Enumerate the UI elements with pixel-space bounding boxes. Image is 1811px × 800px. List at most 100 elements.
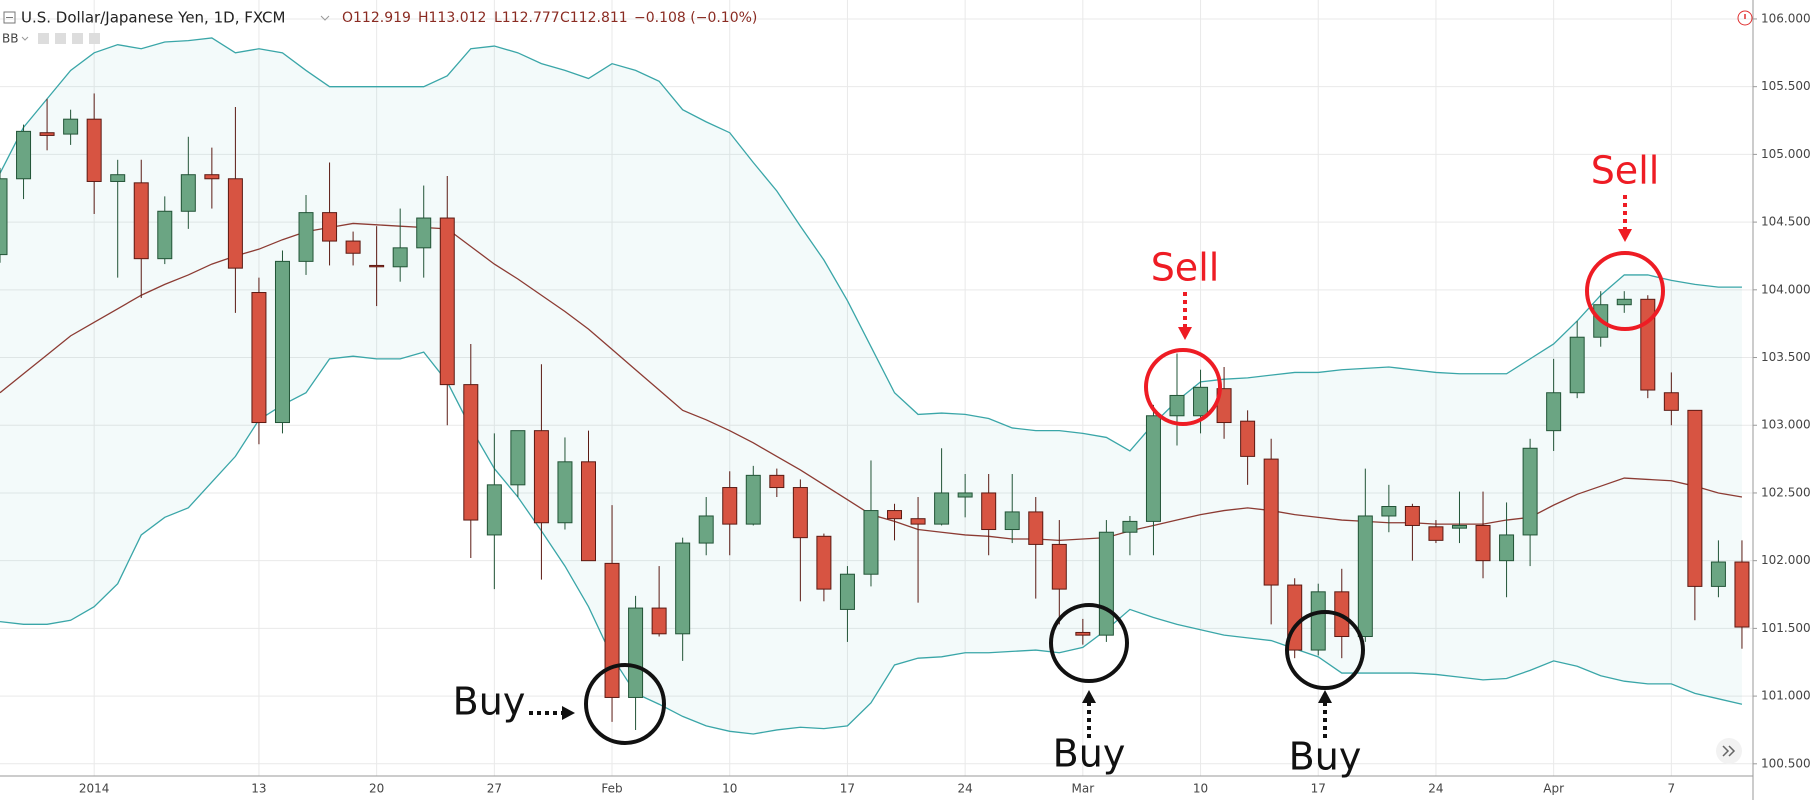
sell-circle [1144, 348, 1222, 426]
candle-body [792, 487, 808, 539]
candle-body [628, 607, 644, 698]
candle-body [1028, 511, 1044, 545]
annotations: Buy Buy Buy Sell Sell [453, 149, 1665, 779]
candle-body [1687, 409, 1703, 587]
candle-body [1475, 524, 1491, 562]
indicator-menu-icon[interactable] [21, 36, 29, 41]
y-tick-label: 100.500 [1761, 756, 1811, 770]
candle-body [486, 484, 502, 536]
buy-arrow-head [562, 706, 575, 720]
candle-body [557, 461, 573, 524]
candle-body [298, 212, 314, 262]
y-tick-label: 103.000 [1761, 418, 1811, 432]
candle-body [910, 518, 926, 525]
y-tick-label: 101.500 [1761, 621, 1811, 635]
x-tick-label: 13 [251, 782, 266, 796]
low-value: L112.777 [494, 10, 560, 26]
symbol-title: U.S. Dollar/Japanese Yen, 1D, FXCM [21, 9, 285, 27]
candle-body [698, 515, 714, 544]
candle-body [1710, 561, 1726, 587]
y-tick-label: 105.000 [1761, 147, 1811, 161]
candle-body [1145, 415, 1161, 522]
axes: 100.500 101.000 101.500 102.000 102.500 103.0… [79, 11, 1811, 795]
indicator-remove-icon[interactable] [89, 33, 100, 44]
plot-area [0, 37, 1750, 735]
candle-body [204, 174, 220, 180]
candle-body [1546, 392, 1562, 432]
candle-body [110, 174, 126, 182]
candle-body [722, 487, 738, 525]
open-value: O112.919 [342, 10, 411, 26]
candle-body [227, 178, 243, 269]
candle-body [0, 178, 8, 256]
candle-body [63, 118, 79, 135]
indicator-label: BB [2, 32, 18, 46]
buy-circle [584, 663, 666, 745]
close-value: C112.811 [560, 10, 628, 26]
candle-body [1569, 336, 1585, 394]
candle-body [133, 182, 149, 260]
buy-arrow-head [1082, 690, 1096, 703]
candle-body [1193, 386, 1209, 417]
candle-body [1522, 447, 1538, 536]
candle-body [863, 510, 879, 575]
symbol-menu-icon[interactable] [320, 15, 330, 21]
candle-body [416, 217, 432, 249]
candle-body [1428, 526, 1444, 541]
candle-body [1098, 531, 1114, 636]
y-tick-label: 106.000 [1761, 11, 1811, 25]
candle-body [1263, 458, 1279, 586]
candle-body [957, 492, 973, 498]
sell-arrow-head [1618, 229, 1632, 242]
indicator-more-icon[interactable] [72, 33, 83, 44]
candle-body [1616, 298, 1632, 306]
candle-body [675, 542, 691, 635]
candle-body [157, 210, 173, 260]
sell-circle [1585, 251, 1665, 331]
candle-body [1004, 511, 1020, 531]
x-tick-label: 7 [1668, 782, 1676, 796]
candle-body [604, 562, 620, 698]
candle-body [981, 492, 997, 531]
y-tick-label: 101.000 [1761, 689, 1811, 703]
candle-body [1734, 561, 1750, 628]
x-tick-label: Feb [601, 782, 622, 796]
candle-body [1663, 392, 1679, 411]
candle-body [369, 264, 385, 268]
candle-body [16, 130, 32, 180]
candle-body [322, 212, 338, 242]
candle-body [392, 247, 408, 268]
x-tick-label: 20 [369, 782, 384, 796]
x-tick-label: Mar [1072, 782, 1095, 796]
indicator-visibility-icon[interactable] [38, 33, 49, 44]
x-tick-label: Apr [1543, 782, 1564, 796]
x-tick-label: 10 [722, 782, 737, 796]
candle-body [274, 260, 290, 424]
buy-label: Buy [1053, 732, 1126, 776]
x-tick-label: 2014 [79, 782, 110, 796]
candle-body [1499, 534, 1515, 562]
candle-body [839, 573, 855, 610]
sell-label: Sell [1151, 246, 1220, 290]
candle-body [1451, 524, 1467, 529]
band-fill [0, 37, 1742, 735]
x-tick-label: 24 [957, 782, 972, 796]
collapse-icon[interactable] [3, 11, 16, 24]
alert-icon[interactable] [1737, 10, 1753, 26]
change-value: −0.108 (−0.10%) [634, 10, 757, 26]
y-tick-label: 105.500 [1761, 79, 1811, 93]
candle-body [1240, 420, 1256, 457]
indicator-settings-icon[interactable] [55, 33, 66, 44]
x-tick-label: 27 [487, 782, 502, 796]
candle-body [769, 474, 785, 489]
candle-body [1122, 520, 1138, 533]
buy-label: Buy [453, 680, 526, 724]
x-tick-label: 10 [1193, 782, 1208, 796]
candle-body [816, 535, 832, 590]
candle-body [439, 217, 455, 386]
scroll-to-end-icon [1722, 745, 1736, 757]
candle-body [510, 430, 526, 486]
